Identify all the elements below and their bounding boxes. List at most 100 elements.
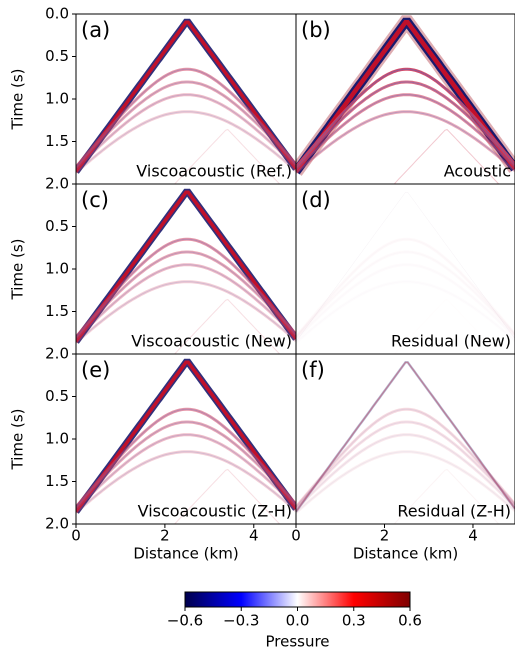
- event: [76, 451, 296, 514]
- event: [296, 420, 515, 509]
- y-tick-label: 0.5: [45, 387, 69, 405]
- panel-annotation: (f): [301, 358, 325, 382]
- event: [296, 239, 515, 337]
- y-tick-label: 1.0: [45, 430, 69, 448]
- event: [76, 80, 296, 169]
- panel-annotation: (e): [81, 358, 110, 382]
- panel-label: Viscoacoustic (Ref.): [136, 162, 292, 181]
- event: [296, 450, 515, 514]
- colorbar: −0.6 −0.3 0.0 0.3 0.6 Pressure: [167, 591, 422, 651]
- event: [76, 237, 296, 338]
- panel-label: Viscoacoustic (Z-H): [138, 502, 292, 521]
- panel-annotation: (b): [301, 18, 331, 42]
- x-tick-label: 2: [380, 527, 390, 545]
- event: [76, 18, 296, 174]
- event: [76, 20, 296, 173]
- y-axis-label: Time (s): [9, 409, 27, 471]
- y-tick-label: 2.0: [45, 175, 69, 193]
- event: [296, 421, 515, 508]
- event: [173, 298, 281, 354]
- event: [173, 468, 281, 524]
- y-tick-label: 1.0: [45, 90, 69, 108]
- seismic-image: [296, 361, 515, 524]
- y-tick-label: 0.0: [45, 5, 69, 23]
- event: [296, 451, 515, 514]
- event: [76, 93, 296, 171]
- colorbar-tick-label: −0.6: [167, 612, 203, 630]
- event: [76, 450, 296, 514]
- x-tick-label: 4: [468, 527, 478, 545]
- event: [76, 81, 296, 168]
- event: [296, 434, 515, 510]
- colorbar-tick-label: 0.3: [342, 612, 366, 630]
- event: [296, 94, 515, 170]
- colorbar-scale: [184, 591, 411, 608]
- event: [76, 110, 296, 174]
- event: [296, 93, 515, 171]
- colorbar-tick-label: 0.0: [286, 612, 310, 630]
- event: [76, 264, 296, 340]
- y-tick-label: 0.5: [45, 217, 69, 235]
- x-tick-label: 0: [291, 527, 301, 545]
- panel: (c) Viscoacoustic (New) 0.5 1.0 1.5 2.0 Time (…: [9, 183, 297, 363]
- event: [296, 433, 515, 511]
- event: [296, 361, 515, 513]
- x-axis-label: Distance (km): [133, 545, 238, 563]
- seismic-image: [76, 188, 296, 354]
- event: [76, 250, 296, 339]
- event: [76, 407, 296, 508]
- event: [76, 360, 296, 513]
- event: [173, 128, 281, 184]
- event: [76, 190, 296, 343]
- event: [76, 111, 296, 174]
- colorbar-tick-label: −0.3: [223, 612, 259, 630]
- x-tick-label: 2: [160, 527, 170, 545]
- x-tick-label: 0: [71, 527, 81, 545]
- panel-label: Acoustic: [444, 162, 511, 181]
- panel: (b) Acoustic: [295, 13, 515, 185]
- event: [296, 407, 515, 508]
- event: [296, 361, 515, 513]
- panel-frame: [75, 183, 297, 355]
- panel-label: Viscoacoustic (New): [131, 332, 292, 351]
- panel-label: Residual (Z-H): [397, 502, 511, 521]
- panel-annotation: (c): [81, 188, 109, 212]
- event: [296, 20, 515, 174]
- event: [76, 420, 296, 509]
- event: [76, 280, 296, 344]
- panel: (d) Residual (New): [295, 183, 515, 355]
- x-tick-label: 4: [249, 527, 259, 545]
- event: [296, 239, 515, 337]
- event: [296, 81, 515, 168]
- event: [76, 68, 296, 168]
- panel-label: Residual (New): [391, 332, 511, 351]
- y-tick-label: 1.5: [45, 132, 69, 150]
- event: [76, 421, 296, 508]
- event: [76, 358, 296, 514]
- event: [296, 111, 515, 174]
- event: [393, 468, 500, 524]
- event: [76, 408, 296, 508]
- colorbar-tick-label: 0.6: [398, 612, 422, 630]
- y-tick-label: 2.0: [45, 345, 69, 363]
- event: [296, 17, 515, 175]
- event: [296, 408, 515, 508]
- panel-frame: [295, 353, 515, 525]
- event: [296, 15, 515, 176]
- event: [76, 251, 296, 338]
- y-tick-label: 0.5: [45, 47, 69, 65]
- panel: (f) Residual (Z-H) 0 2 4 Distance (km): [291, 353, 515, 563]
- event: [296, 192, 515, 342]
- event: [296, 68, 515, 168]
- panel: (a) Viscoacoustic (Ref.) 0.0 0.5 1.0 1.5 2.0 Ti…: [9, 5, 297, 193]
- event: [76, 263, 296, 341]
- y-tick-label: 1.0: [45, 260, 69, 278]
- event: [296, 192, 515, 342]
- event: [76, 433, 296, 511]
- seismic-image: [76, 18, 296, 184]
- panel-annotation: (d): [301, 188, 331, 212]
- event: [296, 110, 515, 174]
- y-tick-label: 1.5: [45, 302, 69, 320]
- event: [76, 67, 296, 168]
